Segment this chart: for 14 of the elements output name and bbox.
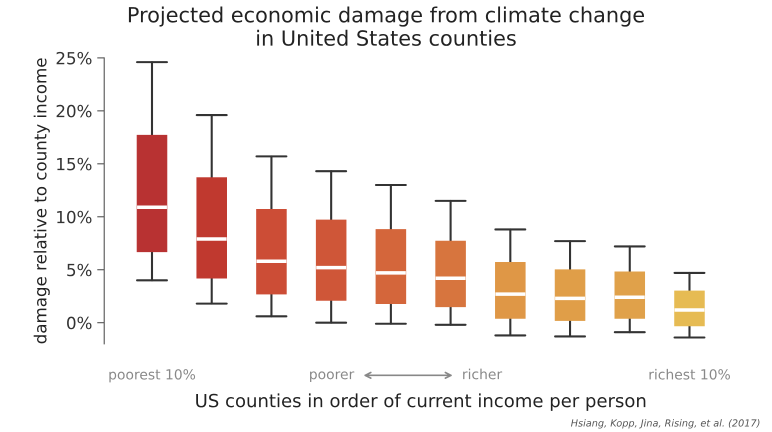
text: Hsiang, Kopp, Jina, Rising, et al. (2017) bbox=[570, 419, 760, 429]
x-tick-label: poorest 10% bbox=[109, 369, 196, 382]
text: richer bbox=[463, 368, 502, 380]
y-axis-title: damage relative to county income bbox=[34, 58, 50, 344]
y-tick-label: 15% bbox=[57, 158, 92, 170]
y-tick-label: 25% bbox=[56, 52, 92, 64]
chart-title: Projected economic damage from climate change in United States counties bbox=[128, 6, 644, 46]
y-tick-label: 0% bbox=[67, 316, 92, 330]
x-axis-title: US counties in order of current income per person bbox=[196, 393, 646, 411]
text: poorer bbox=[310, 371, 354, 382]
y-tick-label: 10% bbox=[57, 210, 92, 224]
x-tick-label: richest 10% bbox=[649, 368, 730, 380]
y-tick-label: 20% bbox=[56, 104, 92, 118]
y-tick-label: 5% bbox=[67, 264, 92, 276]
